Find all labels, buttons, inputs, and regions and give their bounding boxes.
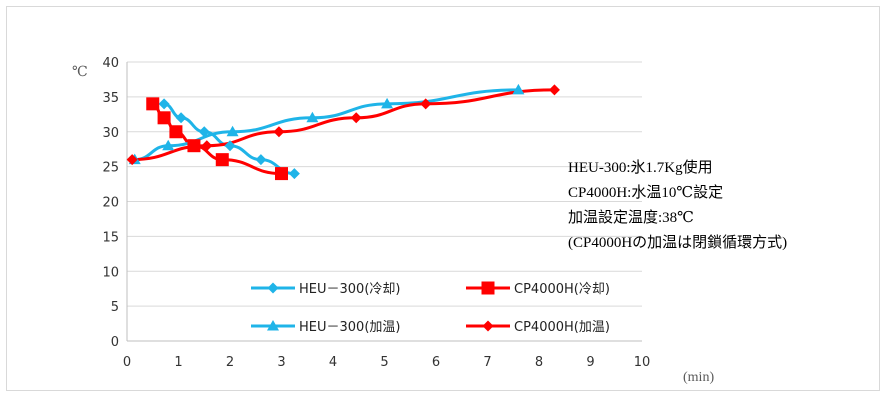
legend-swatch-marker: [267, 282, 279, 294]
data-point-3: [162, 139, 175, 151]
data-point-2: [215, 153, 229, 167]
legend-label: CP4000H(冷却): [514, 282, 610, 297]
data-point-1: [224, 140, 236, 152]
data-point-2: [275, 167, 288, 181]
x-tick-label: 9: [586, 355, 594, 370]
legend-swatch-marker: [482, 320, 494, 332]
data-point-3: [226, 125, 239, 137]
legend-entry-4: CP4000H(加温): [466, 320, 610, 335]
data-point-1: [255, 154, 267, 166]
x-tick-label: 4: [329, 355, 337, 370]
legend-entry-2: CP4000H(冷却): [466, 281, 610, 297]
x-tick-label: 10: [634, 355, 651, 370]
annotation-block: HEU-300:氷1.7Kg使用 CP4000H:水温10℃設定 加温設定温度:…: [568, 159, 787, 251]
legend-label: HEU－300(加温): [299, 320, 400, 335]
y-tick-label: 30: [102, 126, 119, 141]
y-axis-unit-label: ℃: [72, 65, 88, 80]
y-tick-label: 35: [102, 91, 119, 106]
x-tick-label: 7: [483, 355, 491, 370]
data-point-4: [420, 98, 432, 110]
y-tick-label: 40: [102, 56, 119, 71]
gridlines: [127, 61, 642, 307]
y-tick-label: 20: [102, 196, 119, 211]
annotation-line-1: HEU-300:氷1.7Kg使用: [568, 159, 713, 176]
data-point-4: [548, 84, 560, 96]
data-point-2: [169, 125, 183, 139]
data-point-2: [157, 111, 171, 125]
x-tick-label: 5: [380, 355, 388, 370]
data-point-3: [512, 83, 525, 95]
data-point-3: [381, 97, 394, 109]
legend-label: HEU－300(冷却): [299, 282, 400, 297]
x-tick-label: 0: [123, 355, 131, 370]
x-tick-label: 1: [174, 355, 182, 370]
annotation-line-4: (CP4000Hの加温は閉鎖循環方式): [568, 234, 787, 251]
data-point-1: [175, 112, 187, 124]
data-point-3: [306, 111, 319, 123]
y-tick-label: 5: [111, 300, 119, 315]
y-tick-label: 15: [102, 230, 119, 245]
legend: HEU－300(冷却) CP4000H(冷却) HEU－300(加温) CP4000H…: [251, 281, 610, 335]
data-point-1: [288, 168, 300, 180]
legend-swatch-marker: [267, 320, 279, 331]
data-point-1: [198, 126, 210, 138]
annotation-line-2: CP4000H:水温10℃設定: [568, 184, 723, 201]
x-tick-label: 3: [277, 355, 285, 370]
data-point-2: [187, 139, 201, 153]
y-tick-label: 10: [102, 265, 119, 280]
axes: 0 5 10 15 20 25 30 35 40 0 1 2 3 4 5 6 7 8 9 10: [102, 56, 650, 370]
data-point-1: [158, 98, 170, 110]
legend-entry-3: HEU－300(加温): [251, 320, 400, 335]
legend-label: CP4000H(加温): [514, 320, 610, 335]
data-point-4: [201, 140, 213, 152]
data-point-4: [273, 126, 285, 138]
data-point-2: [146, 97, 160, 111]
chart-frame: [6, 6, 880, 391]
y-tick-label: 0: [111, 335, 119, 350]
y-tick-label: 25: [102, 161, 119, 176]
series-markers: [126, 83, 560, 181]
x-tick-label: 8: [535, 355, 543, 370]
legend-swatch-marker: [481, 281, 495, 295]
data-point-4: [350, 112, 362, 124]
x-tick-label: 6: [432, 355, 440, 370]
x-tick-label: 2: [226, 355, 234, 370]
annotation-line-3: 加温設定温度:38℃: [568, 209, 694, 226]
x-axis-unit-label: (min): [683, 370, 714, 385]
legend-entry-1: HEU－300(冷却): [251, 282, 400, 297]
data-point-4: [126, 154, 138, 166]
